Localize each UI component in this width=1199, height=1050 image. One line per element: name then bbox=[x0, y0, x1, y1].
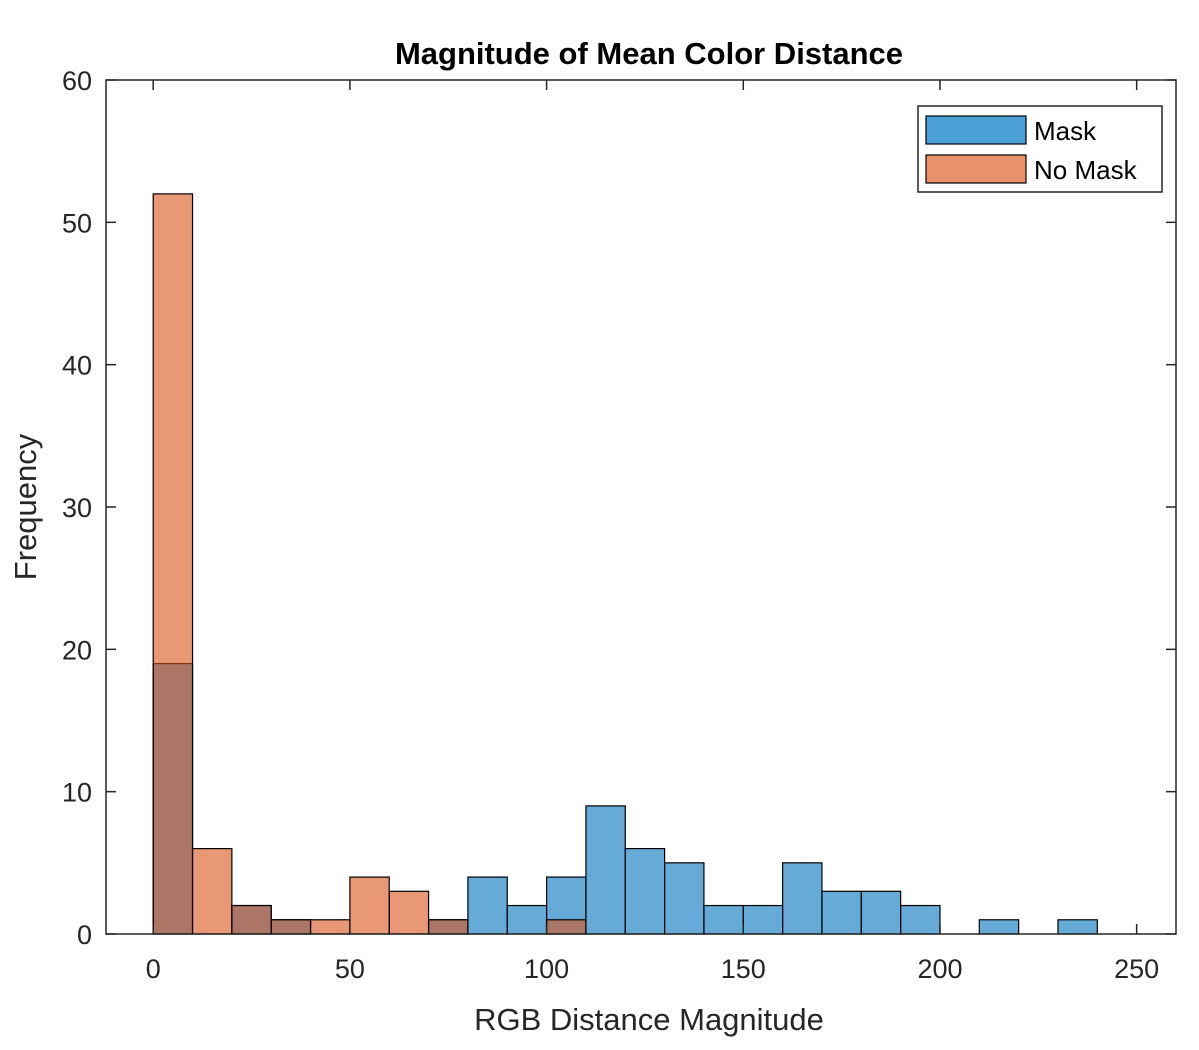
bar-no-mask-0 bbox=[152, 193, 194, 935]
bar-no-mask-100 bbox=[545, 919, 587, 935]
bar-mask-150 bbox=[742, 904, 784, 935]
y-tick-label-20: 20 bbox=[62, 635, 92, 665]
bar-no-mask-10 bbox=[191, 847, 233, 935]
x-tick-label-0: 0 bbox=[146, 954, 161, 984]
bar-no-mask-40 bbox=[309, 919, 351, 935]
x-tick-label-50: 50 bbox=[335, 954, 365, 984]
x-tick-label-150: 150 bbox=[721, 954, 766, 984]
y-tick-label-50: 50 bbox=[62, 208, 92, 238]
bar-mask-160 bbox=[782, 862, 823, 935]
bars-layer bbox=[152, 193, 1098, 935]
x-tick-label-250: 250 bbox=[1114, 954, 1159, 984]
y-tick-label-30: 30 bbox=[62, 493, 92, 523]
y-tick-label-0: 0 bbox=[77, 920, 92, 950]
legend-swatch-no-mask bbox=[925, 154, 1027, 184]
bar-mask-170 bbox=[821, 890, 862, 935]
bar-no-mask-70 bbox=[427, 919, 469, 935]
x-axis-label: RGB Distance Magnitude bbox=[474, 1002, 824, 1037]
bar-mask-110 bbox=[585, 805, 626, 935]
legend-swatch-mask bbox=[925, 115, 1027, 145]
bar-mask-120 bbox=[624, 847, 666, 935]
legend-label-no-mask: No Mask bbox=[1034, 155, 1138, 185]
bar-mask-80 bbox=[467, 876, 508, 935]
bar-mask-90 bbox=[506, 904, 548, 935]
bar-mask-230 bbox=[1057, 919, 1098, 935]
y-axis-label: Frequency bbox=[8, 433, 43, 580]
x-tick-label-200: 200 bbox=[917, 954, 962, 984]
bar-no-mask-30 bbox=[270, 919, 312, 935]
bar-mask-130 bbox=[664, 862, 705, 935]
bar-no-mask-60 bbox=[388, 890, 430, 935]
y-tick-label-40: 40 bbox=[62, 351, 92, 381]
y-tick-label-10: 10 bbox=[62, 778, 92, 808]
ticks-layer: 0 50 100 150 200 250 0 10 20 30 40 50 60 bbox=[62, 66, 1176, 984]
bar-mask-190 bbox=[900, 904, 941, 935]
bar-mask-140 bbox=[703, 904, 744, 935]
chart-title: Magnitude of Mean Color Distance bbox=[395, 36, 903, 71]
bar-no-mask-20 bbox=[231, 904, 272, 935]
plot-background bbox=[106, 80, 1176, 934]
bar-mask-210 bbox=[978, 919, 1020, 935]
bar-no-mask-50 bbox=[349, 876, 390, 935]
legend: Mask No Mask bbox=[917, 105, 1163, 193]
y-tick-label-60: 60 bbox=[62, 66, 92, 96]
x-tick-label-100: 100 bbox=[524, 954, 569, 984]
legend-label-mask: Mask bbox=[1034, 116, 1097, 146]
bar-mask-180 bbox=[860, 890, 902, 935]
